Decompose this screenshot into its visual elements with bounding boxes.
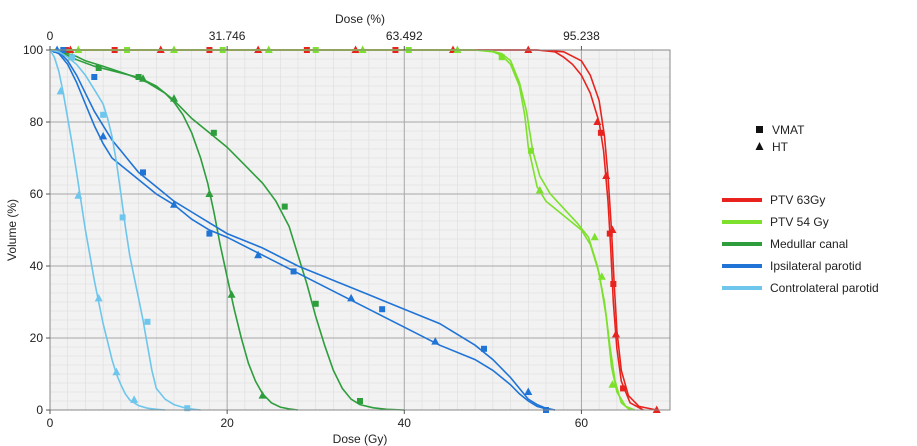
ht-marker: [590, 232, 599, 241]
ht-marker: [358, 45, 367, 53]
ht-marker: [524, 45, 533, 53]
top-axis-label: Dose (%): [335, 12, 385, 26]
ht-marker: [431, 337, 440, 345]
x-axis-label: Dose (Gy): [333, 432, 388, 446]
y-tick-label: 40: [30, 259, 44, 273]
vmat-marker: [527, 147, 534, 154]
vmat-curve: [49, 49, 405, 411]
vmat-marker: [357, 398, 363, 404]
series-group: [49, 49, 201, 412]
series-group: [49, 45, 556, 413]
x-tick-label: 60: [575, 416, 589, 430]
ht-curve: [49, 49, 555, 411]
top-tick-label: 63.492: [386, 29, 423, 43]
ht-marker: [170, 94, 178, 102]
ht-marker: [74, 191, 83, 199]
vmat-marker: [610, 281, 617, 287]
ht-marker: [170, 200, 178, 208]
legend-marker-label: HT: [772, 140, 789, 154]
ht-marker: [652, 405, 661, 413]
vmat-curve: [49, 49, 201, 411]
vmat-curve: [49, 49, 556, 411]
ht-marker: [170, 45, 178, 53]
vmat-marker: [281, 203, 288, 210]
ht-marker: [56, 86, 65, 95]
legend-series-label: Ipsilateral parotid: [770, 259, 861, 273]
ht-marker: [524, 387, 533, 395]
x-tick-label: 20: [220, 416, 234, 430]
plot-frame: [49, 49, 671, 411]
ht-marker: [593, 117, 602, 125]
vmat-marker: [140, 169, 146, 176]
top-tick-label: 31.746: [209, 29, 246, 43]
ht-marker: [258, 391, 267, 399]
minor-grid: [49, 49, 671, 411]
vmat-marker: [95, 65, 102, 71]
vmat-marker: [144, 318, 151, 325]
legend-marker-label: VMAT: [772, 123, 805, 137]
vmat-marker: [184, 405, 191, 412]
ht-marker: [130, 395, 139, 403]
ht-marker: [597, 272, 606, 280]
ht-marker: [347, 293, 356, 302]
ht-marker: [94, 293, 103, 302]
vmat-legend-marker: [756, 126, 763, 133]
vmat-marker: [100, 111, 107, 118]
top-tick-label: 95.238: [563, 29, 600, 43]
vmat-marker: [312, 300, 319, 307]
ht-marker: [112, 367, 121, 376]
vmat-marker: [379, 306, 386, 313]
ht-marker: [205, 189, 214, 197]
ht-marker: [139, 74, 147, 82]
y-tick-label: 100: [23, 43, 43, 57]
ht-marker: [227, 290, 236, 298]
ht-marker: [608, 380, 617, 388]
vmat-marker: [206, 230, 213, 237]
ht-marker: [453, 45, 462, 53]
ht-marker: [611, 329, 620, 338]
ht-curve: [49, 49, 299, 411]
vmat-marker: [69, 54, 76, 61]
legend: VMAT HT PTV 63Gy PTV 54 Gy Medullar canal Ips…: [722, 123, 879, 295]
ht-marker: [602, 171, 611, 179]
ht-marker: [535, 185, 544, 194]
x-tick-label: 40: [398, 416, 412, 430]
y-tick-label: 20: [30, 331, 44, 345]
vmat-marker: [620, 385, 627, 392]
y-tick-label: 0: [36, 403, 43, 417]
ht-legend-marker: [755, 142, 764, 150]
vmat-marker: [210, 129, 217, 136]
vmat-marker: [91, 74, 98, 80]
legend-series-label: PTV 63Gy: [770, 193, 825, 207]
legend-series-label: Medullar canal: [770, 237, 848, 251]
ht-marker: [608, 225, 617, 233]
vmat-marker: [606, 230, 613, 237]
ht-marker: [264, 45, 273, 53]
axes-layer: 0 20 40 60 0 20 40 60 80 100 0 31.746 63.492 95.238: [23, 29, 600, 430]
vmat-marker: [135, 74, 142, 80]
vmat-marker: [481, 345, 487, 352]
vmat-marker: [119, 214, 126, 221]
top-tick-label: 0: [47, 29, 54, 43]
y-tick-label: 60: [30, 187, 44, 201]
vmat-marker: [290, 268, 297, 275]
legend-series-label: PTV 54 Gy: [770, 215, 829, 229]
vmat-marker: [597, 129, 604, 136]
vmat-marker: [498, 54, 505, 61]
y-axis-label: Volume (%): [5, 199, 19, 261]
series-layer: [49, 45, 661, 413]
x-tick-label: 0: [47, 416, 54, 430]
legend-series-label: Controlateral parotid: [770, 281, 879, 295]
y-tick-label: 80: [30, 115, 44, 129]
ht-marker: [99, 131, 108, 140]
ht-marker: [254, 250, 263, 259]
ht-marker: [74, 45, 83, 53]
